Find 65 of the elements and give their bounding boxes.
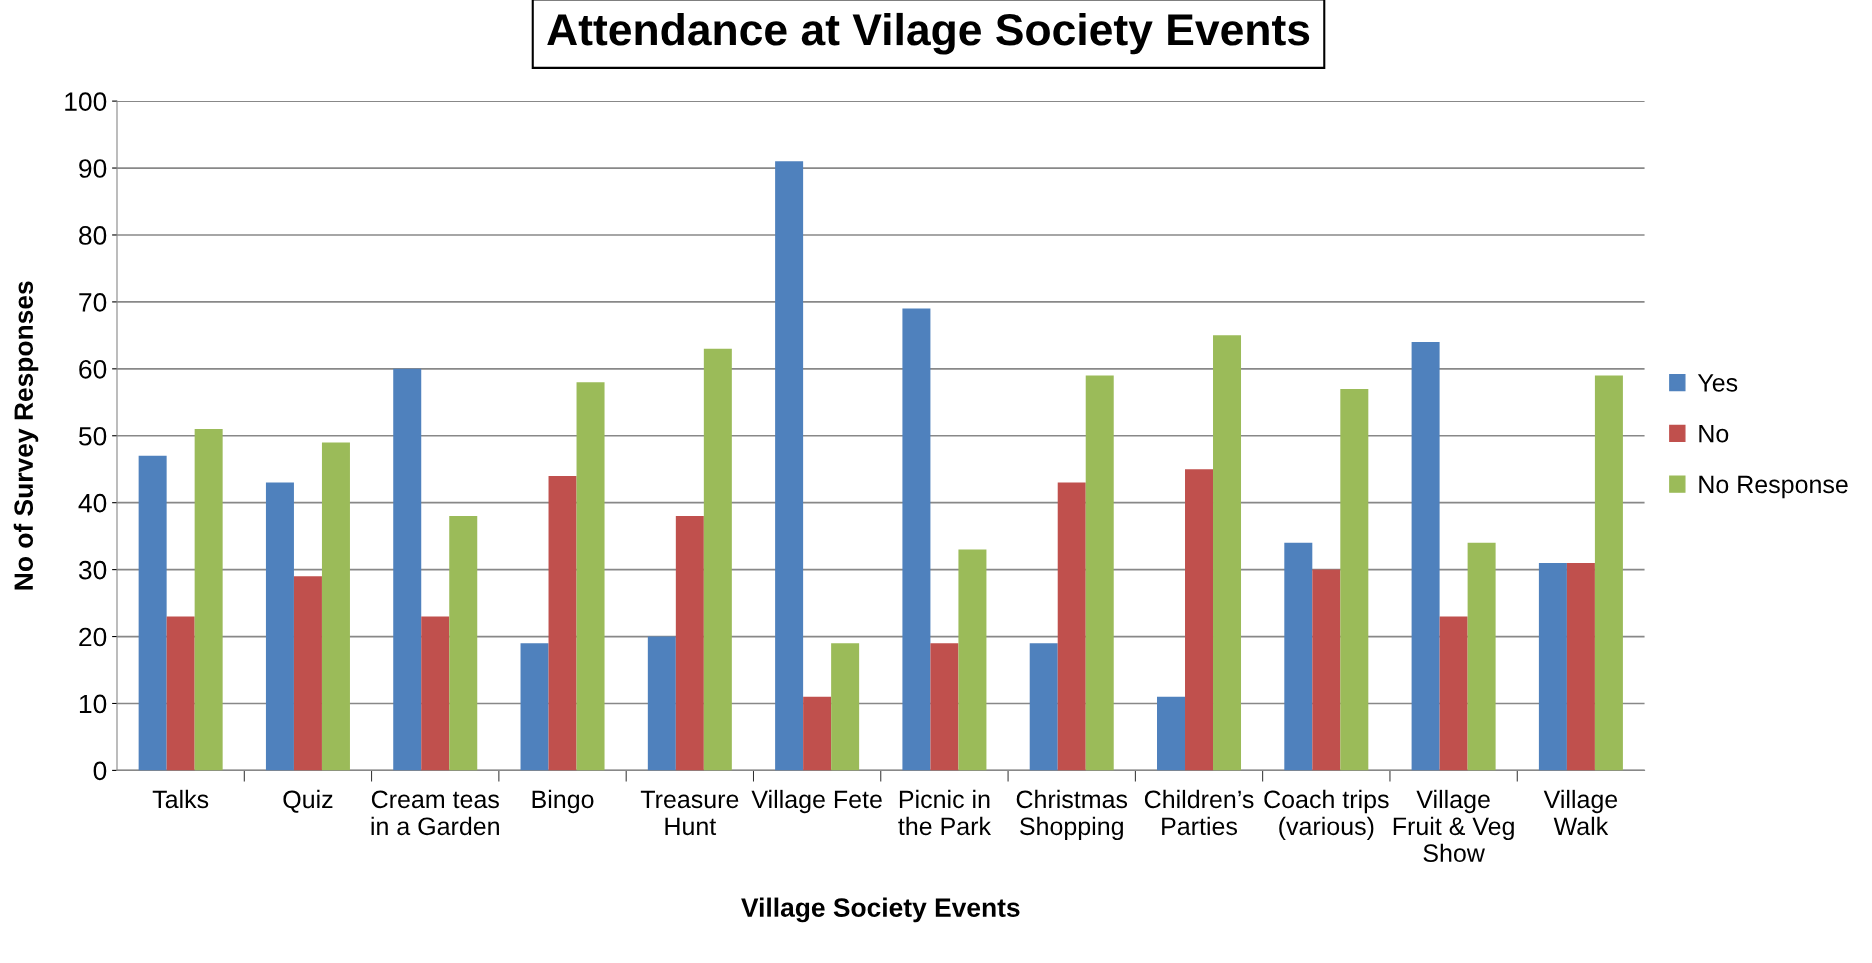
bar [1439, 616, 1468, 771]
x-tick-label: Village Walk [1543, 789, 1618, 836]
legend-label: No [1699, 425, 1729, 443]
bar [1157, 696, 1186, 771]
bar [576, 382, 605, 771]
bar [1312, 569, 1341, 771]
bar [265, 482, 294, 771]
x-tick-label: Bingo [532, 789, 594, 814]
bar [1594, 375, 1623, 771]
x-axis-title: Village Society Events [741, 897, 1020, 923]
bar [958, 549, 987, 771]
legend-label: No Response [1699, 475, 1848, 499]
bar [1057, 482, 1086, 771]
y-tick-label: 30 [78, 560, 107, 580]
bar [1411, 342, 1440, 771]
x-tick-label: Children’s Parties [1144, 789, 1254, 836]
bar [1340, 388, 1369, 771]
bar [1085, 375, 1114, 771]
y-tick-label: 40 [78, 493, 107, 513]
y-axis-title: No of Survey Responses [13, 281, 39, 590]
x-tick-label: Picnic in the Park [898, 789, 992, 836]
bar [1566, 562, 1595, 771]
legend-label: Yes [1697, 374, 1738, 392]
bar [1538, 562, 1567, 771]
y-tick-label: 90 [79, 159, 107, 178]
x-tick-label: Talks [152, 789, 209, 809]
x-tick-label: Cream teas in a Garden [371, 790, 499, 836]
bar [138, 455, 167, 771]
bar [1467, 542, 1496, 771]
bar [548, 475, 577, 771]
bar [421, 616, 450, 771]
bar [449, 516, 478, 771]
bar [1213, 335, 1242, 771]
x-tick-label: Quiz [283, 789, 333, 813]
y-tick-label: 100 [65, 92, 107, 111]
chart-title: Attendance at Vilage Society Events [547, 12, 1310, 55]
bar [803, 696, 832, 771]
bar [393, 368, 422, 771]
bar [166, 616, 195, 771]
y-tick-label: 60 [79, 359, 107, 379]
bar [703, 348, 732, 771]
bar [321, 442, 350, 771]
bar [194, 429, 223, 771]
bar [930, 643, 959, 771]
bar [647, 636, 676, 771]
bar [831, 643, 860, 771]
y-tick-label: 70 [79, 293, 107, 312]
bar [1284, 542, 1313, 771]
y-tick-label: 50 [78, 426, 107, 446]
y-tick-label: 0 [93, 761, 107, 781]
bar [675, 516, 704, 771]
bar [293, 576, 322, 771]
x-tick-label: Treasure Hunt [640, 790, 739, 836]
bar [1029, 643, 1058, 771]
x-tick-label: Village Fete [751, 789, 882, 814]
x-tick-label: Village Fruit & Veg Show [1393, 789, 1514, 863]
bar [520, 643, 549, 771]
x-tick-label: Christmas Shopping [1016, 789, 1128, 841]
bar [775, 161, 804, 771]
bar [902, 308, 931, 771]
bar [1185, 469, 1214, 771]
y-tick-label: 80 [79, 226, 107, 245]
y-tick-label: 20 [79, 627, 107, 647]
y-tick-label: 10 [79, 694, 107, 714]
x-tick-label: Coach trips (various) [1264, 789, 1389, 841]
